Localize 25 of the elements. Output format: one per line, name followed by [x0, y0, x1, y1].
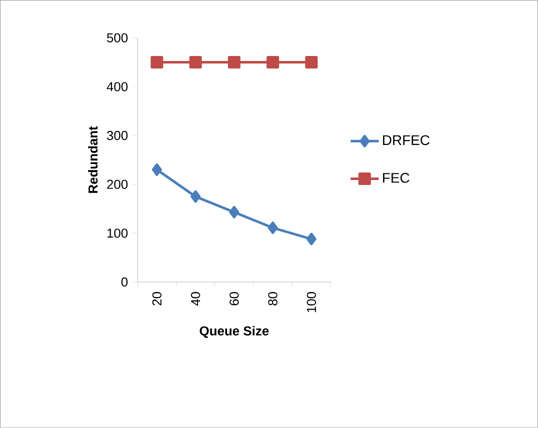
- y-tick-label: 0: [121, 277, 128, 287]
- x-tick-label: 100: [306, 292, 316, 312]
- y-tick-label: 300: [106, 130, 128, 140]
- y-tick-label: 500: [106, 33, 128, 42]
- point: [152, 163, 162, 176]
- y-tick-label: 200: [107, 180, 128, 189]
- x-tick-label: 40: [190, 292, 200, 306]
- x-axis-title: Queue Size: [200, 326, 269, 338]
- point: [268, 222, 278, 234]
- y-tick-label: 100: [107, 228, 128, 238]
- x-tick-label: 20: [152, 292, 162, 306]
- point: [189, 56, 202, 69]
- point: [228, 56, 240, 69]
- point: [190, 190, 201, 203]
- point: [305, 56, 318, 69]
- y-axis-title: Redundant: [88, 126, 98, 193]
- point: [229, 206, 240, 218]
- point: [150, 56, 164, 69]
- legend-label: FEC: [383, 172, 410, 183]
- x-tick-label: 60: [230, 292, 239, 306]
- x-tick-label: 80: [268, 292, 278, 306]
- y-tick-label: 400: [106, 82, 128, 92]
- point: [306, 232, 316, 246]
- legend-label: DRFEC: [383, 135, 430, 146]
- point: [266, 56, 280, 69]
